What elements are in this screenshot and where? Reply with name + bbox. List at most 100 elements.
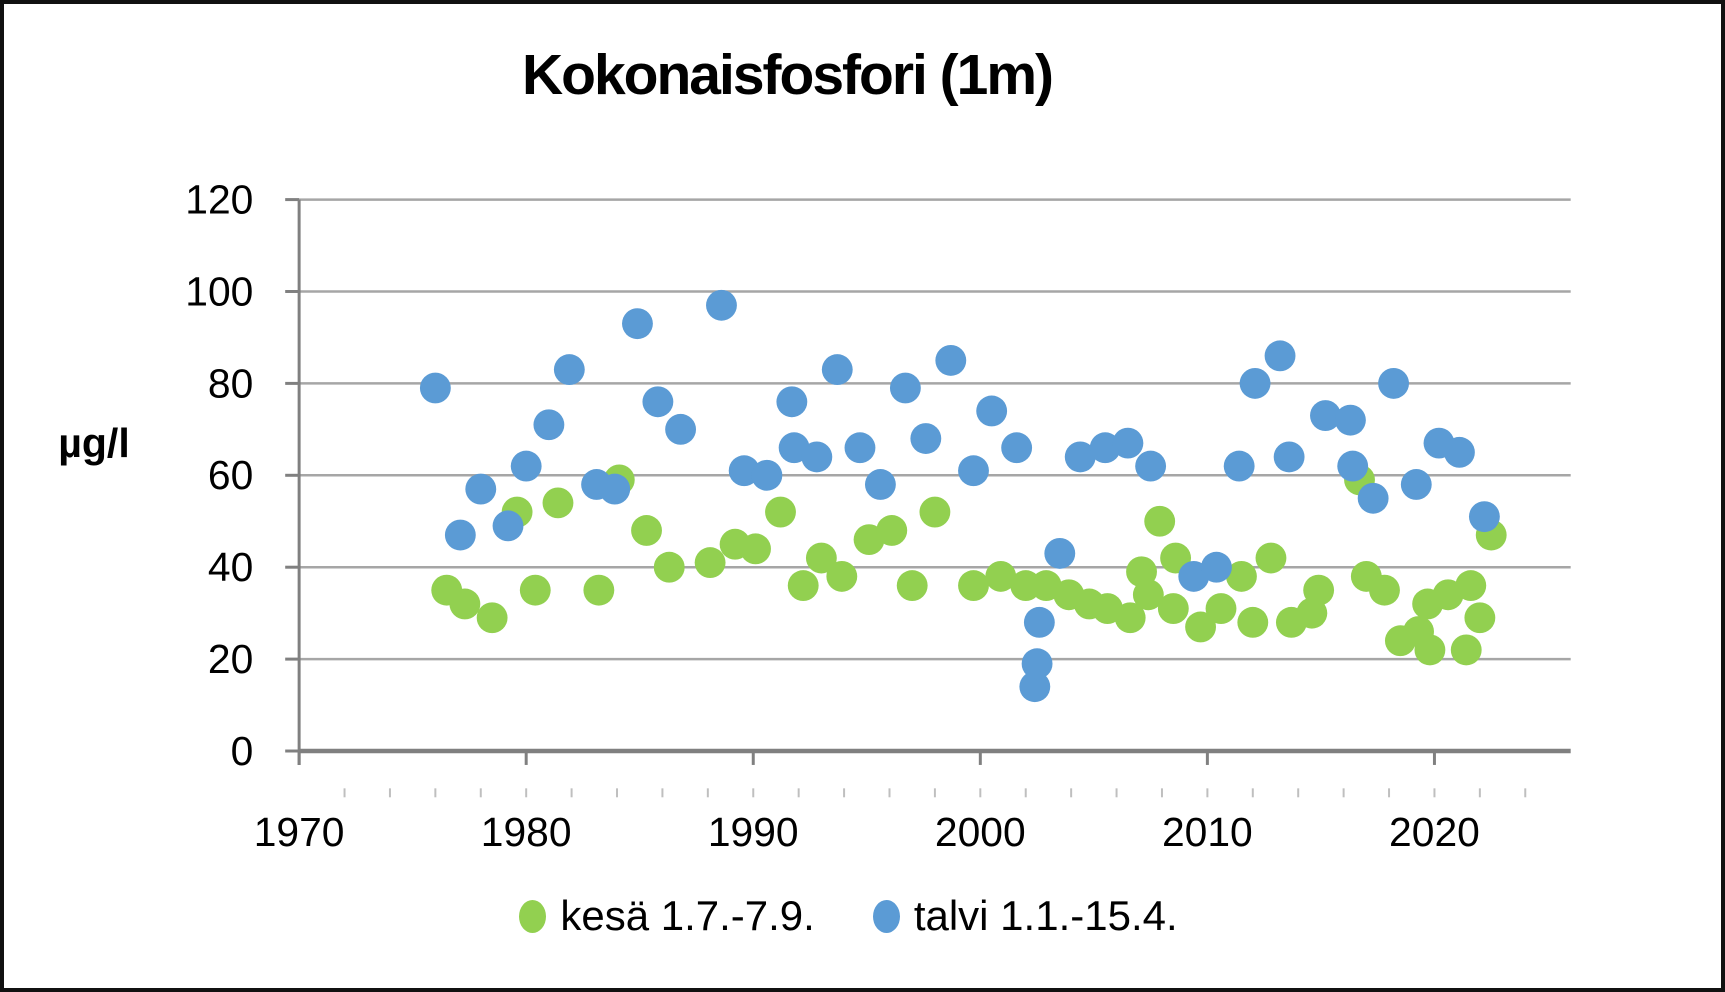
x-tick-label-2000: 2000 <box>935 809 1026 855</box>
winter-point <box>1378 367 1410 399</box>
y-tick-label-120: 120 <box>185 177 253 223</box>
summer-point <box>1450 634 1482 666</box>
summer-point <box>1369 574 1400 606</box>
summer-point <box>449 588 481 620</box>
chart-title: Kokonaisfosfori (1m) <box>521 43 1054 107</box>
winter-point <box>533 409 565 441</box>
y-tick-label-20: 20 <box>208 636 253 682</box>
summer-point <box>1157 593 1189 624</box>
summer-point <box>519 574 551 606</box>
winter-point <box>1023 606 1055 638</box>
winter-point <box>976 395 1008 427</box>
summer-point <box>1237 606 1269 638</box>
summer-point <box>1132 579 1164 611</box>
winter-point <box>1001 432 1033 464</box>
winter-point <box>1357 482 1389 514</box>
summer-point <box>1464 602 1496 634</box>
winter-point <box>864 469 896 500</box>
winter-point <box>801 441 833 473</box>
legend-label-summer: kesä 1.7.-7.9. <box>560 892 815 939</box>
summer-point <box>1226 560 1257 592</box>
winter-point <box>1239 367 1271 399</box>
winter-point <box>1112 427 1144 459</box>
winter-point <box>1468 501 1500 533</box>
winter-point <box>1335 404 1366 436</box>
summer-point <box>896 570 928 602</box>
x-tick-label-2010: 2010 <box>1162 809 1253 855</box>
winter-point <box>622 308 653 340</box>
summer-point <box>740 533 771 565</box>
legend-item-winter: talvi 1.1.-15.4. <box>872 892 1178 940</box>
winter-point <box>1223 450 1255 482</box>
winter-point <box>1337 450 1369 482</box>
winter-point <box>776 386 808 418</box>
winter-point <box>642 386 674 418</box>
summer-point <box>1144 505 1176 537</box>
summer-point <box>1255 542 1287 574</box>
x-tick-label-1970: 1970 <box>254 809 345 855</box>
summer-point <box>958 570 989 602</box>
x-tick-label-1990: 1990 <box>708 809 799 855</box>
winter-point <box>665 413 697 445</box>
winter-point <box>553 354 585 386</box>
winter-point <box>444 519 476 551</box>
winter-point <box>1064 441 1096 473</box>
summer-point <box>985 560 1017 592</box>
summer-point <box>1414 634 1446 666</box>
winter-point <box>1019 671 1051 703</box>
y-tick-label-60: 60 <box>208 452 253 498</box>
summer-point <box>876 515 908 546</box>
x-tick-label-2020: 2020 <box>1389 809 1480 855</box>
legend-label-winter: talvi 1.1.-15.4. <box>913 892 1178 939</box>
legend-item-summer: kesä 1.7.-7.9. <box>519 892 815 940</box>
winter-point <box>1310 400 1341 431</box>
summer-point <box>826 560 858 592</box>
summer-point <box>1303 574 1335 606</box>
summer-point <box>694 547 726 579</box>
y-tick-label-80: 80 <box>208 360 253 406</box>
summer-point <box>1455 570 1487 602</box>
winter-point <box>1264 340 1296 372</box>
winter-point <box>1443 436 1475 468</box>
summer-point <box>583 574 615 606</box>
winter-point <box>889 372 921 404</box>
summer-point <box>765 496 796 528</box>
legend: kesä 1.7.-7.9. talvi 1.1.-15.4. <box>4 892 1707 940</box>
winter-point <box>1273 441 1305 473</box>
winter-point <box>844 432 876 464</box>
winter-point <box>492 510 524 542</box>
winter-point <box>510 450 542 482</box>
summer-point <box>542 487 574 519</box>
winter-point <box>751 459 783 491</box>
winter-point <box>1201 551 1232 583</box>
winter-point <box>1400 469 1432 500</box>
y-tick-label-100: 100 <box>185 268 253 314</box>
winter-point <box>599 473 631 505</box>
winter-point <box>1135 450 1167 482</box>
summer-point <box>631 515 662 546</box>
summer-point <box>653 551 685 583</box>
winter-point <box>706 289 737 321</box>
winter-point <box>1021 648 1053 680</box>
y-tick-label-0: 0 <box>231 728 254 774</box>
summer-point <box>919 496 951 528</box>
winter-point <box>910 423 942 454</box>
winter-series-marker-icon <box>872 899 900 933</box>
winter-point <box>465 473 497 505</box>
summer-point <box>476 602 508 634</box>
winter-point <box>1044 537 1076 569</box>
winter-point <box>419 372 451 404</box>
summer-point <box>1205 593 1237 624</box>
winter-point <box>958 455 989 487</box>
scatter-plot: 0 20 40 60 80 100 120 1970 1980 1990 2000 2010 2020 <box>185 177 1571 855</box>
summer-point <box>1114 602 1146 634</box>
summer-point <box>787 570 819 602</box>
summer-series-marker-icon <box>519 899 547 933</box>
y-tick-label-40: 40 <box>208 544 253 590</box>
summer-point <box>1185 611 1216 643</box>
x-tick-label-1980: 1980 <box>481 809 572 855</box>
y-axis-title: µg/l <box>58 420 130 466</box>
winter-point <box>935 344 967 376</box>
winter-point <box>821 354 853 386</box>
